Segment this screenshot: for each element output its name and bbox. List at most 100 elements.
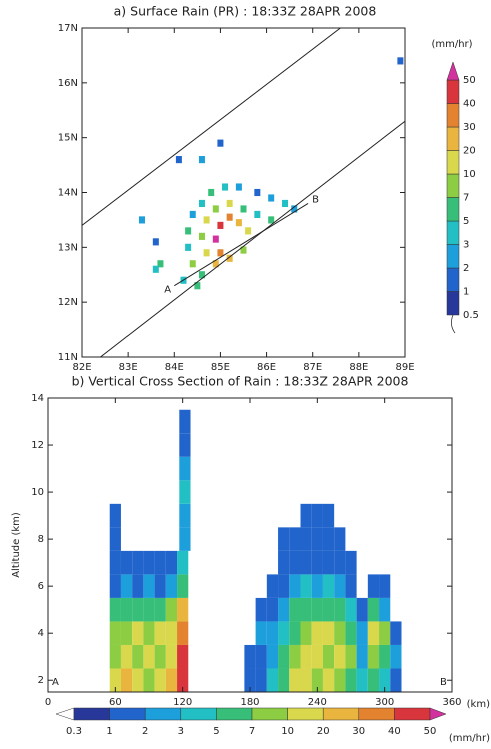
rain-cell [226, 199, 233, 208]
rain-cell [367, 621, 380, 645]
rain-cell [356, 644, 368, 669]
rain-cell [255, 644, 267, 669]
rain-cell [334, 668, 346, 692]
rain-cell [289, 597, 301, 622]
rain-cell [203, 216, 210, 224]
y-tick-label: 4 [38, 628, 44, 639]
rain-cell [397, 57, 404, 65]
rain-cell [132, 668, 144, 692]
y-tick-label: 10 [31, 487, 44, 498]
rain-cell [278, 621, 290, 645]
rain-cell [278, 550, 290, 575]
rain-cell [300, 644, 312, 669]
y-tick-label: 14N [58, 188, 78, 199]
rain-cell [268, 216, 275, 224]
rain-cell [345, 550, 357, 575]
rain-cell [322, 668, 335, 692]
colorbar-swatch [446, 291, 460, 316]
annotation: A [52, 677, 59, 688]
rain-cell [120, 550, 133, 575]
x-tick-label: 83E [119, 362, 138, 373]
rain-cell [109, 597, 121, 622]
rain-cell [154, 668, 166, 692]
colorbar-swatch [287, 707, 324, 721]
rain-cell [198, 271, 205, 279]
rain-cell [379, 668, 391, 692]
rain-cell [311, 597, 323, 622]
rain-cell [179, 503, 191, 528]
rain-cell [322, 527, 335, 551]
x-tick-label: 360 [442, 697, 461, 708]
colorbar-label: 20 [463, 146, 476, 157]
panel-title: a) Surface Rain (PR) : 18:33Z 28APR 2008 [114, 4, 377, 19]
rain-cell [212, 205, 219, 213]
colorbar-swatch [73, 707, 110, 721]
colorbar-unit: (mm/hr) [431, 39, 472, 50]
rain-cell [177, 597, 189, 622]
rain-cell [311, 550, 323, 575]
colorbar-swatch [446, 79, 460, 104]
rain-cell [345, 574, 357, 598]
rain-cell [322, 597, 335, 622]
rain-cell [268, 194, 275, 202]
rain-cell [152, 238, 159, 246]
rain-cell [165, 550, 178, 575]
y-tick-label: 14 [31, 393, 44, 404]
rain-cell [217, 139, 224, 147]
rain-cell [208, 188, 215, 197]
colorbar-label: 2 [142, 726, 148, 737]
rain-cell [143, 597, 155, 622]
rain-cell [120, 644, 133, 669]
y-tick-label: 8 [38, 534, 44, 545]
rain-cell [322, 503, 335, 528]
rain-cell [154, 644, 166, 669]
swath-line [100, 120, 405, 357]
rain-cell [367, 668, 380, 692]
x-tick-label: 120 [173, 697, 192, 708]
rain-cell [154, 621, 166, 645]
rain-cell [109, 550, 121, 575]
colorbar-swatch [446, 220, 460, 245]
rain-cell [278, 644, 290, 669]
colorbar-label: 50 [463, 75, 476, 86]
rain-cell [289, 574, 301, 598]
rain-cell [198, 232, 205, 240]
rain-cell [390, 644, 402, 669]
colorbar-label: 30 [463, 122, 476, 133]
rain-cell [194, 282, 201, 290]
y-tick-label: 6 [38, 581, 44, 592]
rain-cell [282, 199, 289, 208]
rain-cell [289, 527, 301, 551]
rain-cell [379, 621, 391, 645]
rain-cell [165, 597, 178, 622]
colorbar-swatch [446, 244, 460, 269]
rain-cell [120, 668, 133, 692]
rain-cell [390, 668, 402, 692]
rain-cell [300, 503, 312, 528]
rain-cell [345, 597, 357, 622]
rain-cell [109, 574, 121, 598]
rain-cell [300, 574, 312, 598]
colorbar-label: 40 [388, 726, 401, 737]
rain-cell [334, 527, 346, 551]
rain-cell [240, 246, 247, 254]
rain-cell [322, 550, 335, 575]
rain-cell [177, 621, 189, 645]
rain-cell [165, 644, 178, 669]
y-tick-label: 17N [58, 23, 78, 34]
colorbar-label: 7 [249, 726, 255, 737]
x-tick-label: 240 [308, 697, 327, 708]
rain-cell [217, 249, 224, 257]
rain-cell [311, 527, 323, 551]
x-tick-label: 87E [303, 362, 322, 373]
rain-cell [367, 644, 380, 669]
colorbar-label: 20 [317, 726, 330, 737]
rain-cell [179, 409, 191, 434]
rain-cell [322, 621, 335, 645]
rain-cell [132, 621, 144, 645]
rain-cell [311, 644, 323, 669]
x-unit: (km) [467, 699, 490, 710]
rain-cell [143, 621, 155, 645]
colorbar-label: 0.3 [66, 726, 82, 737]
rain-cell [356, 668, 368, 692]
